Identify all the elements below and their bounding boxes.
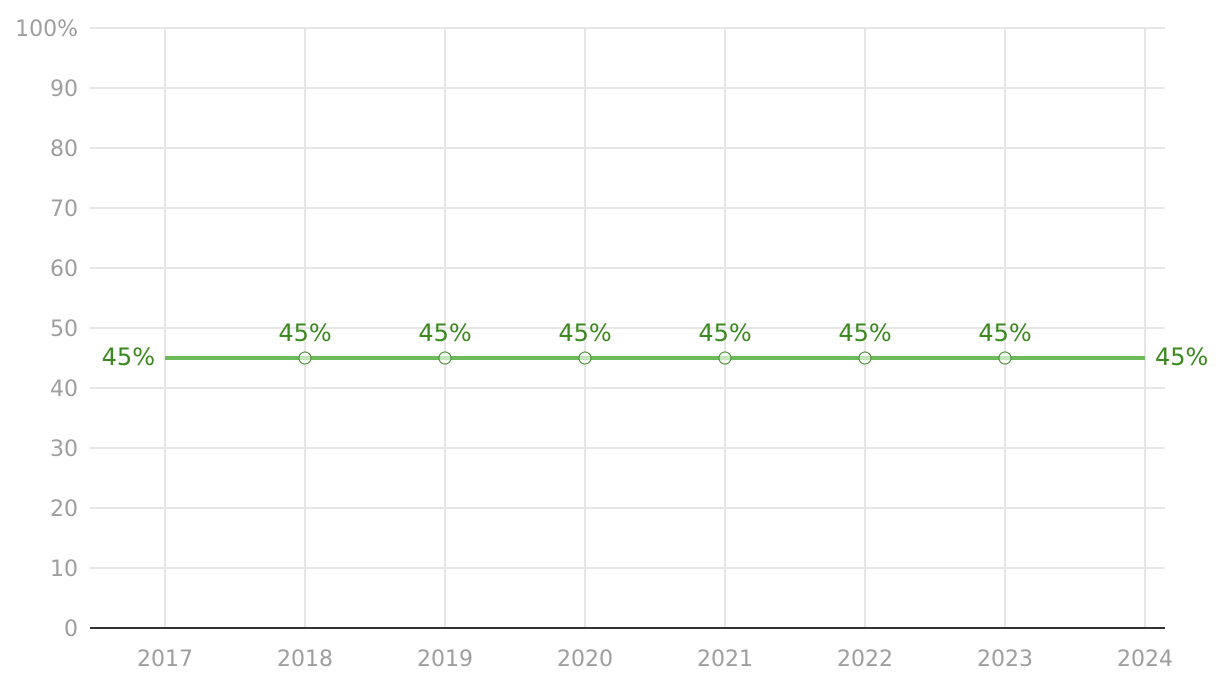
x-tick-label: 2023 xyxy=(977,647,1033,672)
y-tick-label: 0 xyxy=(64,617,78,642)
value-label: 45% xyxy=(418,319,471,347)
y-tick-label: 40 xyxy=(50,377,78,402)
x-tick-label: 2020 xyxy=(557,647,613,672)
point-marker xyxy=(718,351,732,365)
x-tick-label: 2017 xyxy=(137,647,193,672)
value-label: 45% xyxy=(838,319,891,347)
point-marker xyxy=(578,351,592,365)
y-tick-label: 50 xyxy=(50,317,78,342)
x-tick-label: 2021 xyxy=(697,647,753,672)
value-label: 45% xyxy=(698,319,751,347)
y-tick-label: 100% xyxy=(15,17,78,42)
y-tick-label: 30 xyxy=(50,437,78,462)
value-label: 45% xyxy=(102,343,155,371)
point-marker xyxy=(858,351,872,365)
point-marker xyxy=(998,351,1012,365)
x-tick-label: 2024 xyxy=(1117,647,1173,672)
x-tick-label: 2018 xyxy=(277,647,333,672)
x-tick-label: 2019 xyxy=(417,647,473,672)
x-tick-label: 2022 xyxy=(837,647,893,672)
y-tick-label: 20 xyxy=(50,497,78,522)
point-marker xyxy=(438,351,452,365)
y-tick-label: 80 xyxy=(50,137,78,162)
y-tick-label: 90 xyxy=(50,77,78,102)
point-marker xyxy=(298,351,312,365)
value-label: 45% xyxy=(558,319,611,347)
y-tick-label: 60 xyxy=(50,257,78,282)
y-tick-label: 70 xyxy=(50,197,78,222)
y-tick-label: 10 xyxy=(50,557,78,582)
value-label: 45% xyxy=(278,319,331,347)
value-label: 45% xyxy=(978,319,1031,347)
value-label: 45% xyxy=(1155,343,1208,371)
